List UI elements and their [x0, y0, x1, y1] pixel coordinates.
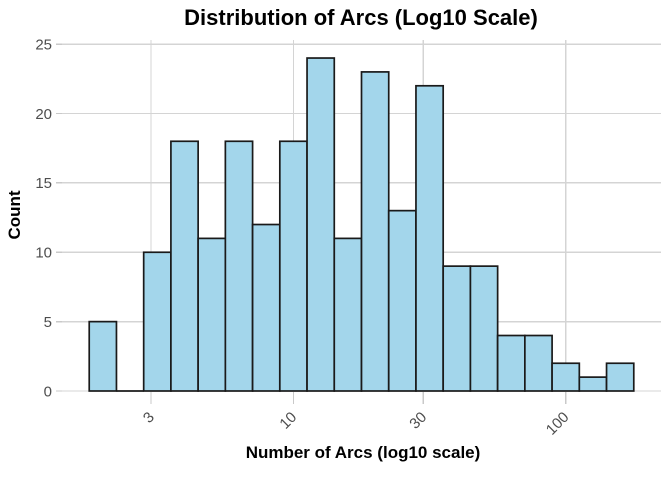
chart-title: Distribution of Arcs (Log10 Scale) — [184, 5, 538, 30]
x-tick-label: 3 — [140, 409, 158, 427]
y-tick-label: 10 — [35, 245, 52, 262]
histogram-bar — [551, 362, 581, 392]
y-tick-label: 0 — [44, 383, 52, 400]
histogram-bar — [496, 334, 526, 392]
x-tick-label: 100 — [543, 409, 573, 439]
histogram-bar — [88, 320, 118, 392]
histogram-bar — [442, 265, 472, 392]
histogram-bar — [197, 237, 227, 392]
histogram-bar — [333, 237, 363, 392]
histogram-bar — [469, 265, 499, 392]
y-tick-label: 15 — [35, 175, 52, 192]
y-tick-label: 5 — [44, 314, 52, 331]
histogram-bar — [524, 334, 553, 392]
y-tick-label: 20 — [35, 106, 52, 123]
x-tick-label: 30 — [406, 409, 430, 433]
histogram-bar — [170, 140, 199, 392]
x-axis-title: Number of Arcs (log10 scale) — [245, 443, 481, 462]
histogram-bar — [224, 140, 254, 392]
x-tick-label: 10 — [276, 409, 300, 433]
y-tick-label: 25 — [35, 36, 52, 53]
histogram-bar — [360, 71, 390, 392]
histogram-bar — [142, 251, 172, 392]
histogram-bar — [415, 84, 445, 392]
histogram-bar — [306, 57, 336, 392]
histogram-bar — [278, 140, 308, 392]
histogram-bar — [387, 209, 417, 392]
histogram-bar — [605, 362, 635, 392]
histogram-bar — [578, 376, 608, 392]
histogram-bar — [251, 223, 281, 392]
